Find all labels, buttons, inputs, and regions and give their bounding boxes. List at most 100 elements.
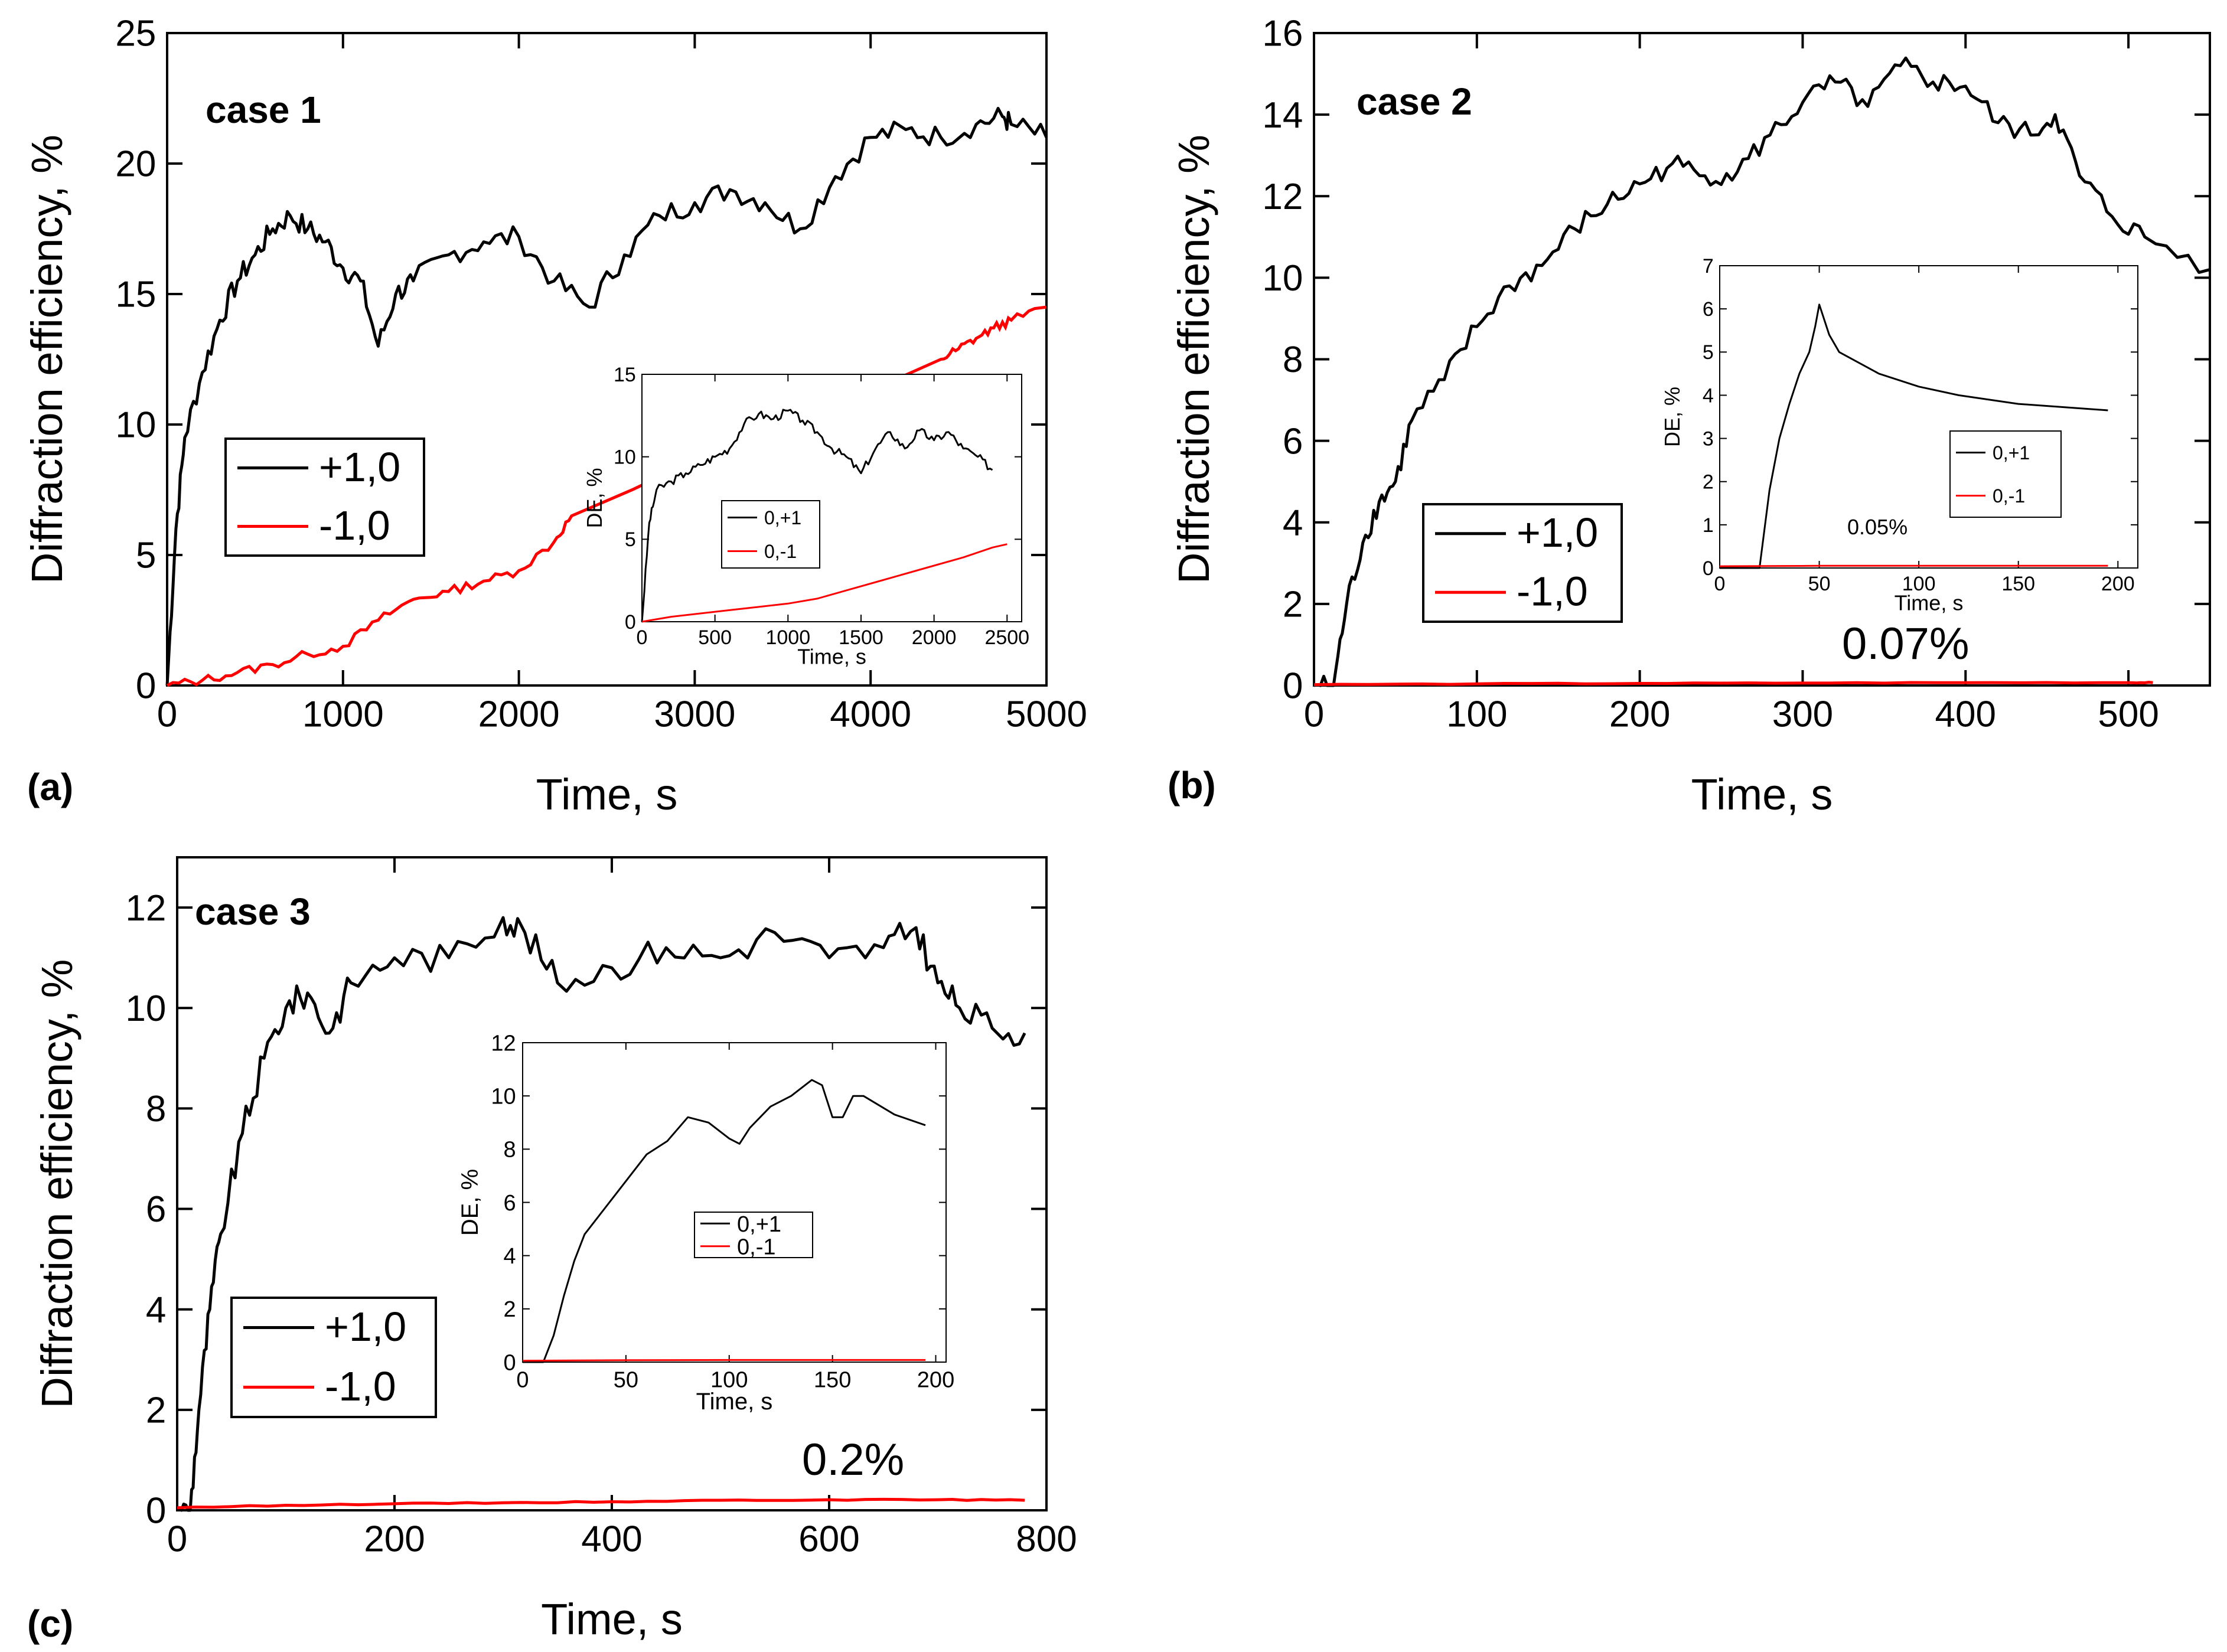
main-c-xtick-label: 800 bbox=[1016, 1519, 1077, 1559]
inset-c-xtick-label: 100 bbox=[710, 1368, 748, 1393]
main-c-ytick-label: 6 bbox=[146, 1189, 166, 1230]
main-b-xtick-label: 500 bbox=[2098, 694, 2158, 734]
y-axis-label: Diffraction efficiency, % bbox=[22, 135, 71, 584]
case-label: case 3 bbox=[195, 890, 311, 933]
series-plus-1-0 bbox=[1313, 56, 2210, 687]
main-b-xtick-label: 200 bbox=[1609, 694, 1670, 734]
inset-c: 0 50 100 150 200 0 2 4 6 8 10 12 Time, s DE, % 0,+10,-… bbox=[457, 1031, 954, 1415]
inset-legend-box bbox=[1949, 430, 2062, 518]
x-axis-label: Time, s bbox=[536, 770, 678, 819]
legend-label: -1,0 bbox=[319, 502, 390, 549]
legend-box bbox=[1422, 503, 1623, 623]
inset-background bbox=[523, 1043, 946, 1362]
inset-b-frame bbox=[1719, 265, 2138, 569]
main-a-ytick-label: 20 bbox=[115, 144, 156, 185]
series-minus-1-0 bbox=[177, 1497, 1025, 1510]
inset-x-axis-label: Time, s bbox=[1895, 590, 1964, 615]
inset-a: 0 500 1000 1500 2000 2500 0 5 10 15 Time, s DE, % 0,… bbox=[582, 364, 1029, 669]
inset-b-ytick-label: 3 bbox=[1703, 427, 1714, 450]
inset-b: 0 50 100 150 200 0 1 2 3 4 5 6 7 Time, s DE, % 0,+1 0,-1… bbox=[1660, 255, 2138, 615]
main-b-ytick-label: 2 bbox=[1283, 585, 1303, 625]
panel-label: (c) bbox=[27, 1602, 73, 1645]
inset-a-frame bbox=[641, 374, 1022, 622]
y-axis-label: Diffraction efficiency, % bbox=[32, 959, 81, 1409]
panel-label: (a) bbox=[27, 766, 73, 808]
main-c-ytick-label: 12 bbox=[125, 888, 166, 929]
inset-c-ytick-label: 0 bbox=[503, 1350, 516, 1375]
case-label: case 1 bbox=[206, 89, 321, 131]
inset-c-xtick-label: 50 bbox=[614, 1368, 638, 1393]
inset-legend-label: 0,+1 bbox=[1993, 442, 2030, 463]
inset-y-axis-label: DE, % bbox=[582, 468, 607, 528]
main-a-xtick-label: 5000 bbox=[1006, 694, 1087, 734]
inset-a-xtick-label: 1000 bbox=[765, 626, 810, 649]
main-a-xtick-label: 0 bbox=[157, 694, 177, 734]
inset-a-xtick-label: 1500 bbox=[839, 626, 883, 649]
annotation-note: 0.07% bbox=[1842, 619, 1970, 669]
x-axis-label: Time, s bbox=[1691, 770, 1833, 819]
inset-b-ytick-label: 0 bbox=[1703, 557, 1714, 580]
main-b-xtick-label: 100 bbox=[1446, 694, 1507, 734]
main-a-ytick-label: 0 bbox=[136, 666, 156, 707]
inset-b-ytick-label: 1 bbox=[1703, 514, 1714, 537]
inset-series-plus bbox=[523, 1079, 926, 1363]
main-b-xtick-label: 300 bbox=[1772, 694, 1833, 734]
main-c-ytick-label: 10 bbox=[125, 988, 166, 1029]
main-a-xtick-label: 4000 bbox=[830, 694, 911, 734]
inset-c-ytick-label: 2 bbox=[503, 1297, 516, 1322]
legend-label: +1,0 bbox=[1517, 510, 1598, 556]
inset-a-xtick-label: 0 bbox=[637, 626, 648, 649]
main-a-xtick-label: 3000 bbox=[654, 694, 735, 734]
inset-a-xtick-label: 2000 bbox=[912, 626, 957, 649]
main-b-ytick-label: 16 bbox=[1262, 14, 1303, 54]
inset-legend-label: 0,-1 bbox=[1993, 485, 2025, 507]
inset-x-axis-label: Time, s bbox=[797, 644, 866, 668]
main-b-ytick-label: 14 bbox=[1262, 95, 1303, 136]
inset-y-axis-label: DE, % bbox=[1660, 387, 1684, 447]
main-b-ytick-label: 8 bbox=[1283, 339, 1303, 380]
main-c-xtick-label: 0 bbox=[167, 1519, 187, 1559]
inset-c-xtick-label: 0 bbox=[516, 1368, 529, 1393]
main-a-ytick-label: 5 bbox=[136, 536, 156, 576]
inset-c-xtick-label: 200 bbox=[917, 1368, 954, 1393]
inset-legend-label: 0,-1 bbox=[764, 541, 797, 562]
legend-label: -1,0 bbox=[325, 1363, 396, 1409]
main-b-ytick-label: 10 bbox=[1262, 258, 1303, 299]
inset-a-ytick-label: 0 bbox=[625, 611, 636, 634]
main-c-ytick-label: 4 bbox=[146, 1289, 166, 1330]
main-a-frame bbox=[166, 32, 1048, 687]
legend-label: +1,0 bbox=[325, 1304, 406, 1350]
main-b-xtick-label: 0 bbox=[1304, 694, 1324, 734]
main-c-xtick-label: 600 bbox=[798, 1519, 859, 1559]
series-plus-1-0 bbox=[176, 916, 1026, 1512]
inset-c-ytick-label: 6 bbox=[503, 1191, 516, 1216]
inset-b-xtick-label: 150 bbox=[2001, 573, 2035, 595]
main-a-ytick-label: 15 bbox=[115, 275, 156, 315]
inset-b-xtick-label: 50 bbox=[1808, 573, 1831, 595]
series-minus-1-0 bbox=[166, 305, 1047, 687]
panel-label: (b) bbox=[1168, 764, 1216, 807]
main-b-xtick-label: 400 bbox=[1935, 694, 1996, 734]
inset-y-axis-label: DE, % bbox=[457, 1169, 483, 1236]
inset-series-minus bbox=[641, 543, 1007, 623]
inset-c-ytick-label: 10 bbox=[491, 1084, 516, 1109]
main-c-ytick-label: 2 bbox=[146, 1390, 166, 1431]
main-b-ytick-label: 6 bbox=[1283, 421, 1303, 462]
inset-b-ytick-label: 2 bbox=[1703, 471, 1714, 494]
inset-b-ytick-label: 7 bbox=[1703, 255, 1714, 277]
inset-b-ytick-label: 4 bbox=[1703, 384, 1714, 407]
inset-b-xtick-label: 0 bbox=[1714, 573, 1726, 595]
series-plus-1-0 bbox=[165, 107, 1048, 686]
inset-legend-label: 0,+1 bbox=[764, 507, 801, 528]
inset-background bbox=[1720, 266, 2138, 568]
inset-b-xtick-label: 200 bbox=[2101, 573, 2135, 595]
inset-a-xtick-label: 2500 bbox=[984, 626, 1029, 649]
series-minus-1-0 bbox=[1313, 680, 2153, 687]
main-c-ytick-label: 0 bbox=[146, 1491, 166, 1532]
main-a-xtick-label: 2000 bbox=[478, 694, 560, 734]
inset-a-xtick-label: 500 bbox=[698, 626, 732, 649]
legend-label: +1,0 bbox=[319, 444, 400, 490]
